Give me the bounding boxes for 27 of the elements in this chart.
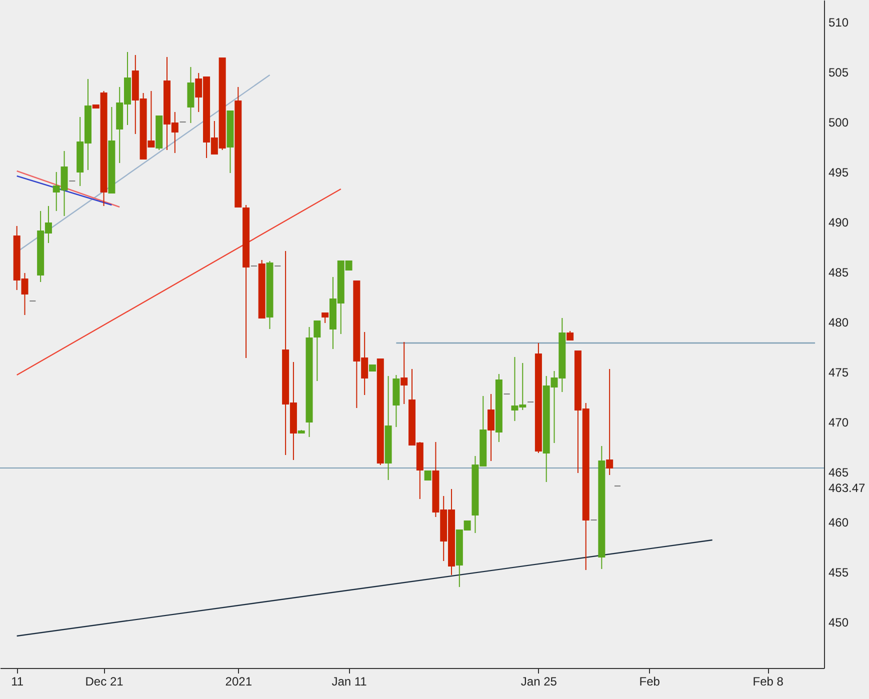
y-tick-label: 485: [828, 266, 849, 280]
candlestick: [187, 66, 194, 124]
x-tick-label: 11: [11, 674, 24, 688]
y-tick-label: 500: [828, 116, 849, 130]
y-tick-label: 475: [828, 366, 849, 380]
y-tick-label: 463.47: [828, 480, 866, 495]
y-tick-label: 465: [828, 466, 849, 480]
y-tick-label: 495: [828, 166, 849, 180]
y-tick-label: 510: [828, 16, 849, 30]
candlestick: [606, 368, 614, 476]
x-tick-label: Jan 11: [332, 674, 368, 688]
candlestick: [488, 394, 495, 462]
y-tick-label: 450: [828, 616, 849, 630]
y-tick-label: 455: [828, 566, 849, 580]
x-tick-label: Jan 25: [520, 674, 558, 688]
x-tick-label: 2021: [225, 674, 252, 688]
x-tick-label: Feb 8: [752, 674, 784, 688]
y-tick-label: 480: [828, 316, 849, 330]
x-tick-label: Feb: [639, 674, 660, 688]
x-tick-label: Dec 21: [85, 674, 124, 688]
y-tick-label: 470: [828, 416, 849, 430]
y-tick-label: 490: [828, 216, 849, 230]
y-tick-label: 505: [828, 66, 849, 80]
candlestick: [322, 312, 329, 324]
y-tick-label: 460: [828, 516, 849, 530]
candlestick: [314, 320, 321, 382]
candlestick: [400, 342, 408, 404]
